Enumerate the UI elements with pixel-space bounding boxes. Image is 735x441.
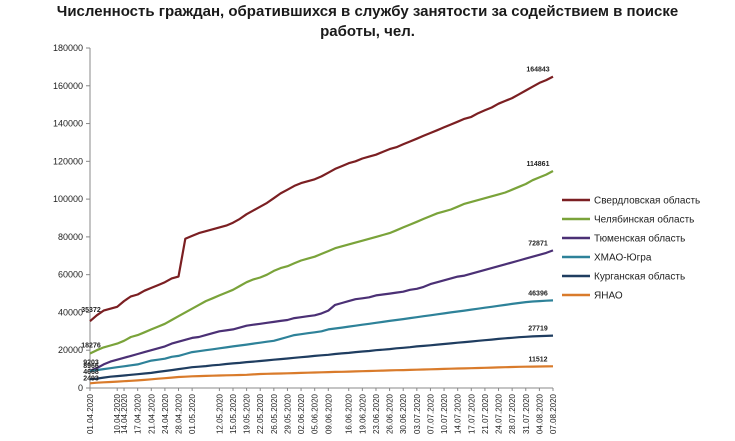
- series-line-3: [89, 299, 554, 373]
- start-value-label: 2493: [83, 375, 99, 382]
- y-tick-label: 0: [78, 383, 83, 393]
- y-tick-label: 40000: [58, 307, 83, 317]
- series-line-0: [89, 75, 554, 323]
- y-tick-label: 60000: [58, 270, 83, 280]
- y-tick-label: 180000: [53, 43, 83, 53]
- end-value-label: 11512: [528, 356, 547, 363]
- x-tick-label: 04.08.2020: [535, 393, 544, 434]
- x-tick-label: 12.05.2020: [215, 393, 224, 434]
- end-value-label: 164843: [526, 67, 549, 74]
- legend-label: Челябинская область: [594, 214, 694, 226]
- x-tick-label: 26.06.2020: [386, 393, 395, 434]
- x-tick-label: 22.05.2020: [256, 393, 265, 434]
- y-tick-label: 100000: [53, 194, 83, 204]
- x-tick-label: 10.07.2020: [440, 393, 449, 434]
- x-tick-label: 17.07.2020: [467, 393, 476, 434]
- end-value-label: 46396: [528, 290, 548, 297]
- x-tick-label: 19.05.2020: [243, 393, 252, 434]
- start-value-label: 4668: [83, 369, 99, 376]
- end-value-label: 27719: [528, 326, 548, 333]
- legend-label: Тюменская область: [594, 233, 685, 245]
- legend: Свердловская область Челябинская область Т…: [562, 195, 700, 302]
- x-tick-label: 01.05.2020: [188, 393, 197, 434]
- x-tick-label: 23.06.2020: [372, 393, 381, 434]
- x-tick-label: 30.06.2020: [399, 393, 408, 434]
- x-tick-label: 17.04.2020: [134, 393, 143, 434]
- series-line-5: [89, 365, 554, 385]
- x-tick-label: 07.07.2020: [426, 393, 435, 434]
- x-tick-label: 05.06.2020: [311, 393, 320, 434]
- x-tick-label: 19.06.2020: [358, 393, 367, 434]
- end-value-label: 114861: [527, 161, 550, 168]
- x-tick-label: 14.04.2020: [120, 393, 129, 434]
- x-tick-label: 29.05.2020: [283, 393, 292, 434]
- series-layer: [89, 75, 554, 385]
- start-value-label: 9203: [83, 360, 99, 367]
- x-tick-label: 09.06.2020: [324, 393, 333, 434]
- x-tick-label: 02.06.2020: [297, 393, 306, 434]
- x-tick-label: 31.07.2020: [522, 393, 531, 434]
- x-tick-label: 21.07.2020: [481, 393, 490, 434]
- start-value-label: 35372: [81, 307, 101, 314]
- x-tick-label: 10.04.2020: [113, 393, 122, 434]
- end-value-label: 72871: [528, 240, 548, 247]
- x-tick-label: 24.04.2020: [161, 393, 170, 434]
- x-tick-label: 28.07.2020: [508, 393, 517, 434]
- legend-label: Курганская область: [594, 271, 685, 283]
- y-tick-label: 140000: [53, 119, 83, 129]
- y-axis: 0 20000 40000 60000 80000 100000 120000 140000 1…: [53, 43, 91, 393]
- y-tick-label: 80000: [58, 232, 83, 242]
- chart-title: Численность граждан, обратившихся в служ…: [56, 3, 679, 40]
- series-line-1: [89, 170, 554, 355]
- x-tick-label: 07.08.2020: [549, 393, 558, 434]
- legend-label: ЯНАО: [594, 291, 623, 302]
- x-tick-label: 03.07.2020: [413, 393, 422, 434]
- x-tick-label: 16.06.2020: [345, 393, 354, 434]
- start-value-label: 8966: [83, 363, 99, 370]
- start-value-label: 18276: [81, 342, 101, 349]
- y-tick-label: 20000: [58, 345, 83, 355]
- y-tick-label: 120000: [53, 156, 83, 166]
- x-tick-label: 14.07.2020: [454, 393, 463, 434]
- y-tick-label: 160000: [53, 81, 83, 91]
- x-tick-label: 15.05.2020: [229, 393, 238, 434]
- x-tick-label: 01.04.2020: [86, 393, 95, 434]
- x-tick-label: 28.04.2020: [175, 393, 184, 434]
- x-tick-label: 26.05.2020: [270, 393, 279, 434]
- legend-label: ХМАО-Югра: [594, 253, 652, 264]
- x-tick-label: 24.07.2020: [495, 393, 504, 434]
- x-tick-label: 21.04.2020: [147, 393, 156, 434]
- series-line-4: [89, 334, 554, 381]
- legend-label: Свердловская область: [594, 195, 700, 207]
- data-labels: 35372 164843 18276 114861 9203 72871 8966 46396…: [81, 67, 550, 383]
- series-line-2: [89, 249, 554, 372]
